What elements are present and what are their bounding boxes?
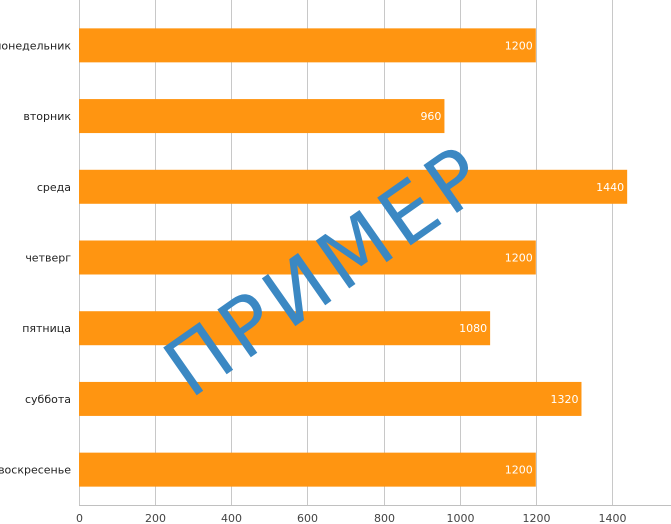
value-label: 1200 [505, 39, 533, 52]
value-labels: 1200 960 1440 1200 1080 1320 1200 [420, 39, 624, 476]
value-label: 1440 [596, 181, 624, 194]
category-label: пятница [22, 322, 71, 335]
value-label: 1200 [505, 252, 533, 265]
bar [79, 169, 628, 204]
x-tick-label: 800 [374, 512, 395, 524]
value-label: 960 [420, 110, 441, 123]
x-tick-label: 0 [76, 512, 83, 524]
x-tick-label: 200 [145, 512, 166, 524]
category-label: понедельник [0, 39, 71, 52]
bar [79, 240, 536, 275]
category-label: воскресенье [0, 464, 71, 477]
category-labels: понедельник вторник среда четверг пятница суб… [0, 39, 71, 476]
x-axis-ticks: 0 200 400 600 800 1000 1200 1400 [76, 512, 627, 524]
bar [79, 311, 491, 346]
bar [79, 99, 445, 134]
bars [79, 28, 628, 487]
x-tick-label: 1200 [523, 512, 551, 524]
x-tick-label: 600 [297, 512, 318, 524]
x-tick-label: 400 [221, 512, 242, 524]
category-label: четверг [25, 252, 71, 265]
bar [79, 28, 536, 63]
x-tick-label: 1400 [599, 512, 627, 524]
bar [79, 381, 582, 416]
bar [79, 452, 536, 487]
x-tick-label: 1000 [447, 512, 475, 524]
category-label: суббота [25, 393, 71, 406]
value-label: 1320 [550, 393, 578, 406]
category-label: вторник [23, 110, 71, 123]
value-label: 1200 [505, 464, 533, 477]
category-label: среда [37, 181, 71, 194]
value-label: 1080 [459, 322, 487, 335]
